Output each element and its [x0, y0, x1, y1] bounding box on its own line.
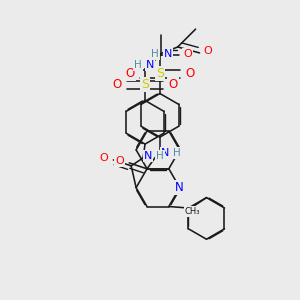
Text: N: N	[144, 151, 152, 161]
Text: O: O	[168, 78, 177, 91]
Text: O: O	[99, 153, 108, 163]
Text: O: O	[126, 67, 135, 80]
Text: H: H	[134, 60, 142, 70]
Text: S: S	[141, 78, 149, 91]
Text: H: H	[173, 148, 181, 158]
Text: CH₃: CH₃	[185, 207, 200, 216]
Text: N: N	[146, 60, 154, 70]
Text: H: H	[151, 49, 159, 59]
Text: O: O	[115, 156, 124, 166]
Text: H: H	[156, 151, 164, 161]
Text: O: O	[203, 46, 212, 56]
Text: N: N	[161, 148, 169, 158]
Text: S: S	[156, 67, 164, 80]
Text: O: O	[183, 49, 192, 59]
Text: O: O	[185, 67, 194, 80]
Text: N: N	[164, 49, 172, 59]
Text: N: N	[175, 181, 184, 194]
Text: O: O	[113, 78, 122, 91]
